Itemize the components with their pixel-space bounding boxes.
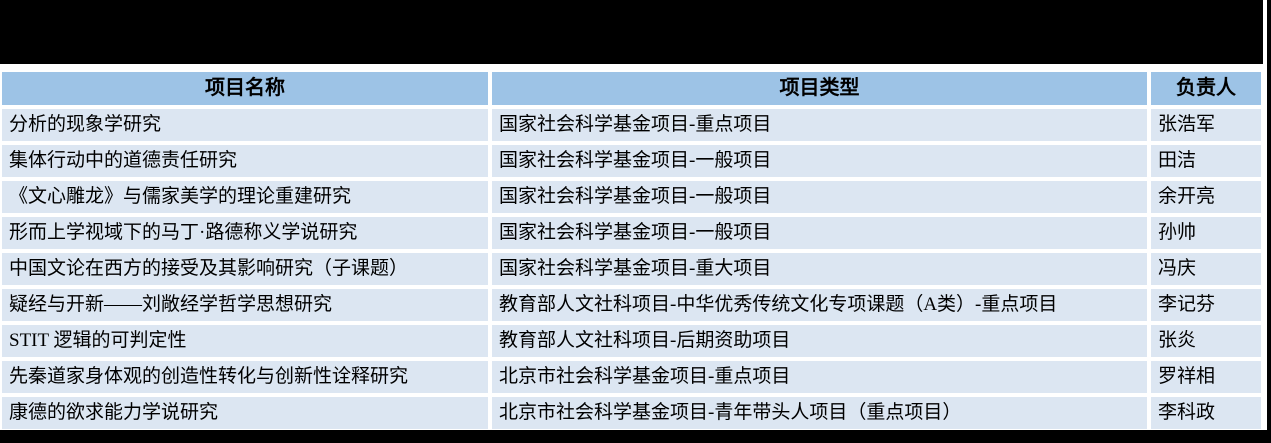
project-name-cell: 《文心雕龙》与儒家美学的理论重建研究 bbox=[2, 181, 488, 213]
project-name-cell: STIT 逻辑的可判定性 bbox=[2, 325, 488, 357]
project-name-cell: 康德的欲求能力学说研究 bbox=[2, 397, 488, 429]
project-name-cell: 集体行动中的道德责任研究 bbox=[2, 145, 488, 177]
leader-cell: 余开亮 bbox=[1151, 181, 1261, 213]
project-type-cell: 国家社会科学基金项目-一般项目 bbox=[492, 145, 1147, 177]
project-name-cell: 中国文论在西方的接受及其影响研究（子课题） bbox=[2, 253, 488, 285]
project-name-cell: 形而上学视域下的马丁·路德称义学说研究 bbox=[2, 217, 488, 249]
redacted-bottom-bar bbox=[0, 430, 1271, 443]
project-type-cell: 教育部人文社科项目-中华优秀传统文化专项课题（A类）-重点项目 bbox=[492, 289, 1147, 321]
project-type-cell: 教育部人文社科项目-后期资助项目 bbox=[492, 325, 1147, 357]
leader-cell: 张炎 bbox=[1151, 325, 1261, 357]
right-border bbox=[1267, 0, 1271, 443]
leader-cell: 田洁 bbox=[1151, 145, 1261, 177]
project-type-cell: 国家社会科学基金项目-一般项目 bbox=[492, 181, 1147, 213]
redacted-title-banner bbox=[0, 0, 1263, 64]
project-type-cell: 国家社会科学基金项目-一般项目 bbox=[492, 217, 1147, 249]
leader-cell: 张浩军 bbox=[1151, 109, 1261, 141]
leader-cell: 冯庆 bbox=[1151, 253, 1261, 285]
project-name-cell: 分析的现象学研究 bbox=[2, 109, 488, 141]
project-type-cell: 国家社会科学基金项目-重点项目 bbox=[492, 109, 1147, 141]
leader-cell: 李科政 bbox=[1151, 397, 1261, 429]
column-header-project-name: 项目名称 bbox=[2, 72, 488, 105]
leader-cell: 李记芬 bbox=[1151, 289, 1261, 321]
leader-cell: 孙帅 bbox=[1151, 217, 1261, 249]
leader-cell: 罗祥相 bbox=[1151, 361, 1261, 393]
project-name-cell: 疑经与开新——刘敞经学哲学思想研究 bbox=[2, 289, 488, 321]
project-type-cell: 北京市社会科学基金项目-青年带头人项目（重点项目） bbox=[492, 397, 1147, 429]
project-type-cell: 国家社会科学基金项目-重大项目 bbox=[492, 253, 1147, 285]
project-name-cell: 先秦道家身体观的创造性转化与创新性诠释研究 bbox=[2, 361, 488, 393]
column-header-leader: 负责人 bbox=[1151, 72, 1261, 105]
project-type-cell: 北京市社会科学基金项目-重点项目 bbox=[492, 361, 1147, 393]
column-header-project-type: 项目类型 bbox=[492, 72, 1147, 105]
projects-table: 项目名称 项目类型 负责人 分析的现象学研究 国家社会科学基金项目-重点项目 张… bbox=[2, 72, 1261, 429]
